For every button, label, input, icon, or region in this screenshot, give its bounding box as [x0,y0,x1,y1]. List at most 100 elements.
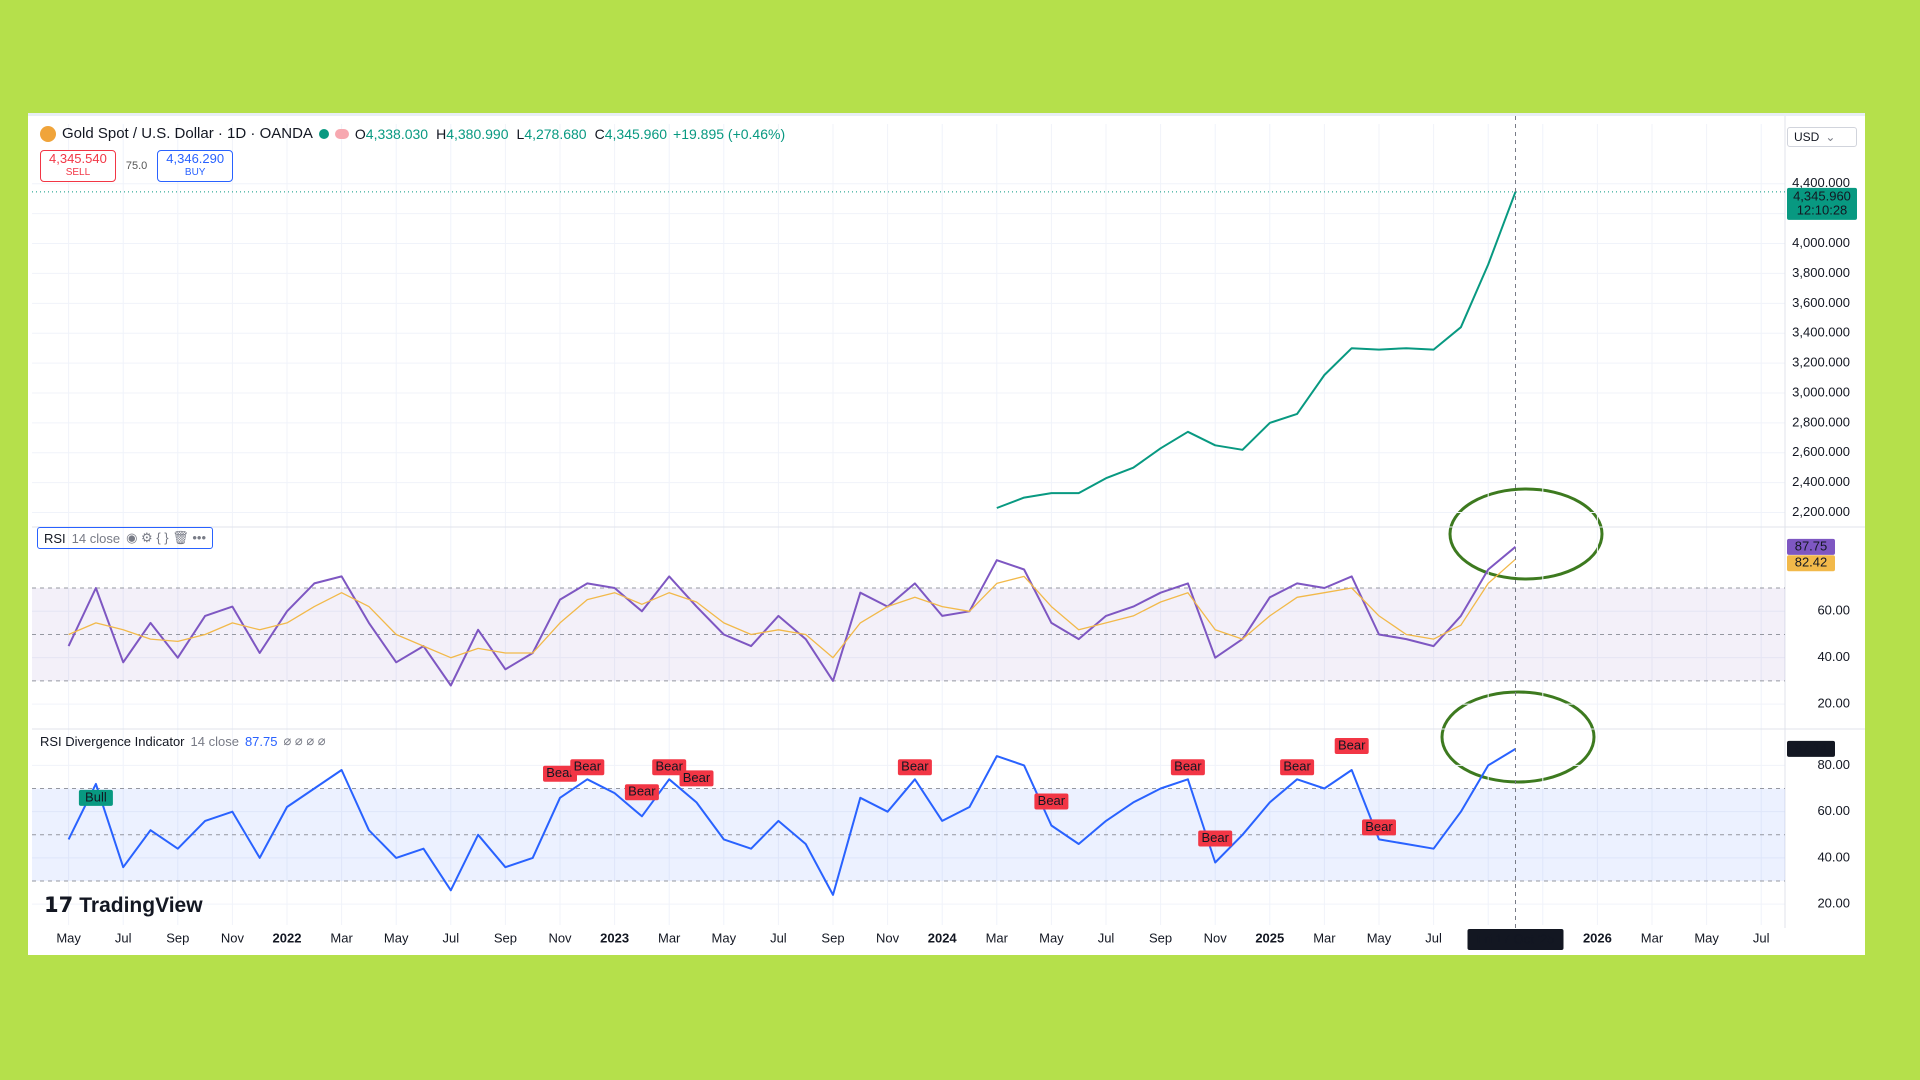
y-tick-label: 60.00 [1817,603,1850,618]
signal-badge [1334,738,1369,755]
buy-price: 4,346.290 [166,151,225,166]
y-tick-label: 20.00 [1817,696,1850,711]
x-tick-label: Jul [115,930,132,945]
ohlc-value: 4,380.990 [446,125,509,142]
x-tick-label: 2025 [1255,930,1284,945]
x-tick-label: Sep [166,930,189,945]
divergence-subtitle: 14 close [190,733,239,749]
signal-badge [652,759,687,776]
sell-label: SELL [65,167,91,178]
x-tick-label: Nov [1204,930,1228,945]
trade-buttons: 4,345.540 SELL 75.0 4,346.290 BUY [40,150,234,182]
y-tick-label: 3,400.000 [1792,325,1850,340]
price-change: +19.895 (+0.46%) [673,125,786,142]
y-tick-label: 2,800.000 [1792,414,1850,429]
signal-label: Bear [1365,819,1393,834]
last-price-label: 4,345.960 [1793,188,1851,203]
buy-label: BUY [184,167,206,178]
x-tick-label: Nov [548,930,572,945]
signal-label: Bull [85,789,107,804]
series-line [67,546,1517,687]
signal-label: Bear [901,759,929,774]
signal-badge [570,759,605,776]
ohlc-key: L [516,125,525,142]
x-tick-label: 2023 [600,930,629,945]
x-tick-label: Mar [330,930,353,945]
y-tick-label: 60.00 [1817,803,1850,818]
symbol-header: Gold Spot / U.S. Dollar · 1D · OANDA O4,… [40,125,785,142]
last-value-box [1787,538,1835,555]
signal-label: Bear [1338,737,1366,752]
signal-label: Bear [1201,830,1229,845]
signal-label: Bear [574,759,602,774]
ohlc-key: C [594,125,605,142]
x-tick-label: Nov [221,930,245,945]
x-tick-label: May [56,930,81,945]
y-tick-label: 40.00 [1817,649,1850,664]
y-tick-label: 2,200.000 [1792,504,1850,519]
x-tick-label: Sep [494,930,517,945]
x-tick-label: May [1694,930,1719,945]
signal-label: Bear [546,765,574,780]
last-value-box [1787,740,1835,757]
ohlc-key: H [436,125,447,142]
ohlc: O4,338.030 H4,380.990 L4,278.680 C4,345.960 [355,126,667,142]
signal-badge [1034,793,1069,810]
x-tick-label: Jul [1098,930,1115,945]
ohlc-item: L4,278.680 [517,126,587,142]
ohlc-item: O4,338.030 [355,126,428,142]
status-badge [334,128,349,139]
y-tick-label: 3,200.000 [1792,355,1850,370]
x-tick-label: May [1367,930,1392,945]
rsi-subtitle: 14 close [71,530,121,546]
last-value-label: 82.42 [1795,555,1828,570]
y-tick-label: 4,000.000 [1792,235,1850,250]
buy-button[interactable]: 4,346.290 BUY [157,150,234,182]
divergence-legend-value: 87.75 [244,733,278,749]
x-tick-label: Mar [1641,930,1664,945]
series-line [67,748,1517,896]
legend-icons[interactable]: ◉ ⚙ { } 🗑 ••• [126,530,206,545]
x-tick-label: Jul [442,930,459,945]
ohlc-item: H4,380.990 [436,126,508,142]
ohlc-item: C4,345.960 [595,126,667,142]
signal-badge [543,765,577,782]
y-tick-label: 80.00 [1817,757,1850,772]
series-line [996,191,1517,509]
x-tick-label: Mar [658,930,681,945]
signal-label: Bear [1283,759,1311,774]
band-fill [32,588,1785,681]
y-tick-label: 20.00 [1817,896,1850,911]
highlight-ellipse [1448,487,1604,581]
sell-button[interactable]: 4,345.540 SELL [40,150,116,182]
logo-text: TradingView [79,893,203,917]
x-tick-label: Mar [1313,930,1336,945]
signal-badge [897,759,932,776]
currency: USD [1794,130,1820,144]
rsi-title: RSI [44,530,66,546]
last-value-label: 87.75 [1795,538,1828,553]
symbol-title[interactable]: Gold Spot / U.S. Dollar · 1D · OANDA [62,125,313,142]
countdown-label: 12:10:28 [1797,202,1848,217]
sell-price: 4,345.540 [49,151,107,166]
x-tick-label: Nov [876,930,900,945]
grid-layer [32,124,1785,925]
legend-icons[interactable]: ⌀ ⌀ ⌀ ⌀ [283,733,326,748]
rsi-legend[interactable]: RSI 14 close ◉ ⚙ { } 🗑 ••• [37,527,213,549]
x-tick-label: May [712,930,737,945]
divergence-legend: RSI Divergence Indicator 14 close 87.75 … [40,733,326,749]
ohlc-value: 4,278.680 [524,125,587,142]
signal-label: Bear [628,784,656,799]
crosshair-date: Fri 17 Oct '25 [1477,931,1555,946]
divergence-title: RSI Divergence Indicator [40,733,185,749]
band-fill [32,788,1785,882]
status-dot [318,128,329,139]
signal-label: Bear [1038,793,1066,808]
dropdown-arrow: ⌄ [1825,130,1836,144]
signal-label: Bear [655,759,683,774]
x-tick-label: 2026 [1583,930,1612,945]
signal-badge [624,784,659,801]
currency-dropdown[interactable]: USD ⌄ [1787,127,1857,147]
signal-badge [679,770,714,787]
